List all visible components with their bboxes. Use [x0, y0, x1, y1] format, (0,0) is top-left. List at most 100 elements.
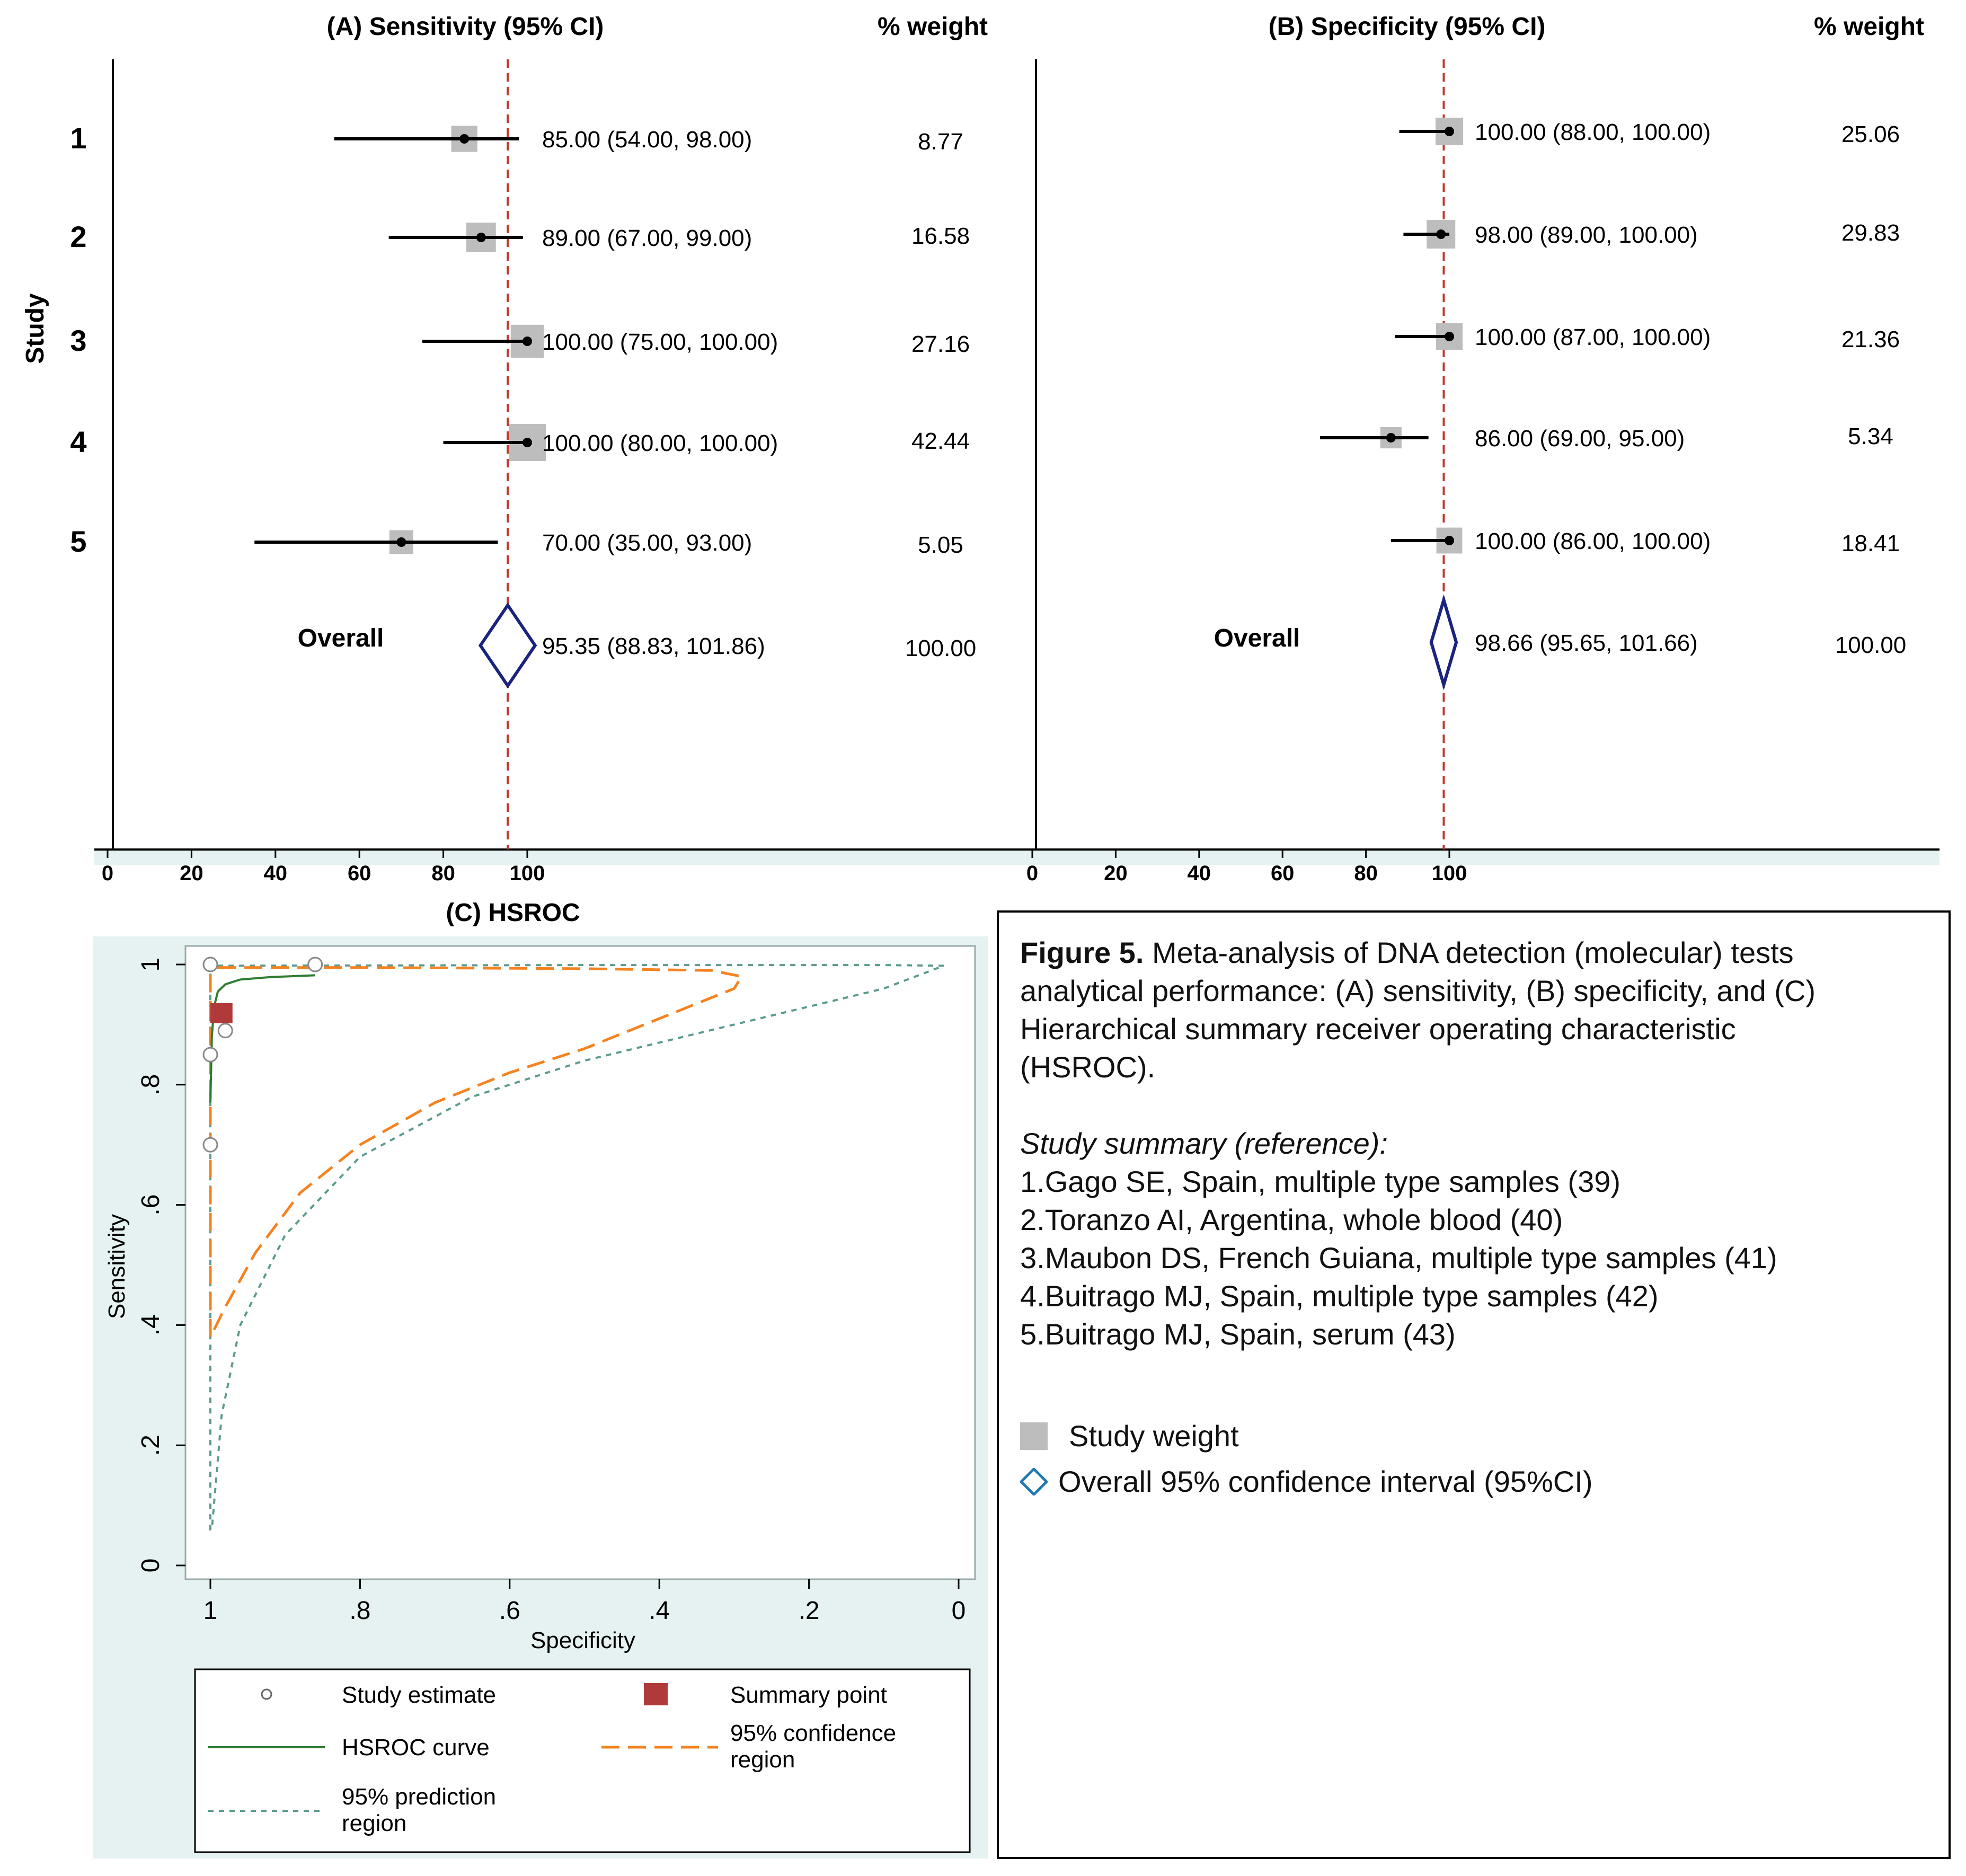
- hsroc-y-tick-label: .4: [137, 1314, 165, 1335]
- sensitivity-forest-plot: (A) Sensitivity (95% CI) % weight Study …: [21, 13, 1038, 885]
- hsroc-y-tick-label: .2: [137, 1435, 165, 1456]
- caption-line-2: analytical performance: (A) sensitivity,…: [1020, 974, 1816, 1007]
- hsroc-study-estimate: [202, 1137, 218, 1153]
- sens-point-estimate: [523, 337, 532, 346]
- hsroc-study-estimate: [202, 957, 218, 972]
- sensitivity-weight-header: % weight: [878, 13, 988, 41]
- spec-weight-text: 29.83: [1841, 220, 1900, 246]
- spec-x-tick-label: 20: [1104, 862, 1128, 885]
- hsroc-y-tick-label: .8: [137, 1074, 165, 1095]
- sensitivity-overall-label: Overall: [298, 624, 384, 652]
- spec-ci-text: 100.00 (88.00, 100.00): [1475, 119, 1711, 145]
- caption-reference-4: 4.Buitrago MJ, Spain, multiple type samp…: [1020, 1279, 1659, 1313]
- sens-weight-text: 5.05: [918, 532, 963, 558]
- hsroc-plot: (C) HSROC Specificity Sensitivity 1 .8 .6.…: [93, 899, 988, 1859]
- legend-hsroc-curve: HSROC curve: [342, 1735, 490, 1760]
- hsroc-study-estimate: [202, 1047, 218, 1063]
- sens-x-tick-label: 60: [348, 862, 371, 885]
- legend-prediction-region-1: 95% prediction: [342, 1784, 496, 1810]
- sens-overall-ci-text: 95.35 (88.83, 101.86): [542, 633, 765, 659]
- legend-summary-point-marker: [644, 1683, 668, 1705]
- sens-point-estimate: [396, 537, 406, 547]
- specificity-overall-label: Overall: [1214, 624, 1300, 652]
- spec-point-estimate: [1445, 127, 1454, 136]
- spec-weight-text: 21.36: [1841, 326, 1900, 352]
- hsroc-x-tick-label: 1: [203, 1597, 218, 1625]
- legend-confidence-region-1: 95% confidence: [730, 1720, 896, 1746]
- hsroc-study-estimate: [307, 957, 323, 972]
- hsroc-y-tick-label: .6: [137, 1194, 165, 1216]
- legend-confidence-region-2: region: [730, 1747, 795, 1773]
- study-id-label: 5: [70, 525, 86, 558]
- hsroc-y-tick-label: 0: [137, 1559, 165, 1573]
- hsroc-x-tick-label: .6: [499, 1597, 520, 1625]
- spec-ci-text: 100.00 (87.00, 100.00): [1475, 324, 1711, 350]
- spec-x-tick-label: 40: [1188, 862, 1211, 885]
- spec-x-tick-label: 0: [1026, 862, 1038, 885]
- hsroc-x-tick-label: .4: [649, 1597, 670, 1625]
- sens-ci-text: 100.00 (80.00, 100.00): [542, 430, 778, 456]
- sens-point-estimate: [459, 134, 470, 144]
- spec-weight-text: 25.06: [1841, 121, 1900, 147]
- spec-axis-band: [1015, 851, 1940, 865]
- spec-weight-text: 5.34: [1848, 423, 1893, 449]
- caption-study-summary-heading: Study summary (reference):: [1020, 1127, 1388, 1160]
- spec-overall-weight-text: 100.00: [1835, 632, 1907, 658]
- figure-caption: Figure 5. Meta-analysis of DNA detection…: [997, 910, 1951, 1859]
- spec-point-estimate: [1445, 536, 1454, 545]
- sens-x-tick-label: 40: [264, 862, 288, 885]
- spec-overall-ci-text: 98.66 (95.65, 101.66): [1475, 630, 1698, 656]
- hsroc-confidence-region: [209, 966, 744, 1338]
- hsroc-summary-point: [210, 1003, 233, 1023]
- study-axis-label: Study: [21, 293, 49, 364]
- caption-legend-ci: Overall 95% confidence interval (95%CI): [1020, 1463, 1927, 1501]
- study-id-label: 2: [70, 220, 86, 253]
- caption-reference-5: 5.Buitrago MJ, Spain, serum (43): [1020, 1317, 1456, 1351]
- hsroc-y-axis-label: Sensitivity: [104, 1214, 130, 1319]
- legend-summary-point: Summary point: [730, 1682, 887, 1708]
- hsroc-title: (C) HSROC: [446, 899, 580, 927]
- spec-x-tick-label: 80: [1354, 862, 1378, 885]
- sens-weight-text: 8.77: [918, 129, 963, 155]
- hsroc-curve: [209, 974, 315, 1103]
- caption-legend-weight-label: Study weight: [1069, 1419, 1239, 1453]
- spec-point-estimate: [1436, 229, 1446, 239]
- hsroc-y-tick-label: 1: [137, 958, 165, 972]
- sens-point-estimate: [476, 233, 486, 242]
- sens-point-estimate: [523, 438, 532, 447]
- hsroc-legend: Study estimate Summary point HSROC curve…: [194, 1668, 971, 1853]
- sens-ci-text: 100.00 (75.00, 100.00): [542, 329, 778, 355]
- sens-ci-text: 70.00 (35.00, 93.00): [542, 530, 752, 556]
- caption-line-3: Hierarchical summary receiver operating …: [1020, 1012, 1736, 1046]
- legend-study-estimate-marker: [261, 1688, 272, 1700]
- sens-overall-diamond: [478, 602, 537, 689]
- hsroc-plot-marks: 1 .8 .6 .4 .2 0 0 .2 .4 .6 .8 1: [137, 957, 966, 1625]
- hsroc-x-tick-label: 0: [952, 1597, 966, 1625]
- sens-weight-text: 16.58: [911, 223, 970, 249]
- hsroc-prediction-region: [209, 964, 944, 1530]
- caption-figure-label: Figure 5.: [1020, 936, 1144, 969]
- hsroc-plot-area: [184, 945, 976, 1580]
- spec-x-tick-label: 60: [1271, 862, 1295, 885]
- caption-legend-weight: Study weight: [1020, 1417, 1927, 1455]
- spec-overall-diamond: [1429, 594, 1458, 691]
- study-id-label: 1: [70, 121, 86, 155]
- caption-reference-2: 2.Toranzo AI, Argentina, whole blood (40…: [1020, 1203, 1563, 1236]
- sens-x-tick-label: 0: [102, 862, 113, 885]
- study-id-label: 3: [70, 324, 86, 357]
- caption-reference-3: 3.Maubon DS, French Guiana, multiple typ…: [1020, 1241, 1777, 1275]
- hsroc-x-tick-label: .8: [349, 1597, 370, 1625]
- spec-weight-text: 18.41: [1841, 530, 1900, 556]
- hsroc-x-axis-label: Specificity: [530, 1627, 635, 1653]
- hsroc-x-tick-label: .2: [799, 1597, 820, 1625]
- spec-ci-text: 100.00 (86.00, 100.00): [1475, 528, 1711, 554]
- legend-study-estimate: Study estimate: [342, 1682, 496, 1708]
- sens-axis-band: [94, 851, 1038, 865]
- sens-weight-text: 42.44: [911, 428, 970, 454]
- specificity-weight-header: % weight: [1814, 13, 1924, 41]
- caption-line-1: Meta-analysis of DNA detection (molecula…: [1144, 936, 1794, 969]
- study-id-label: 4: [70, 425, 86, 458]
- spec-x-tick-label: 100: [1432, 862, 1467, 885]
